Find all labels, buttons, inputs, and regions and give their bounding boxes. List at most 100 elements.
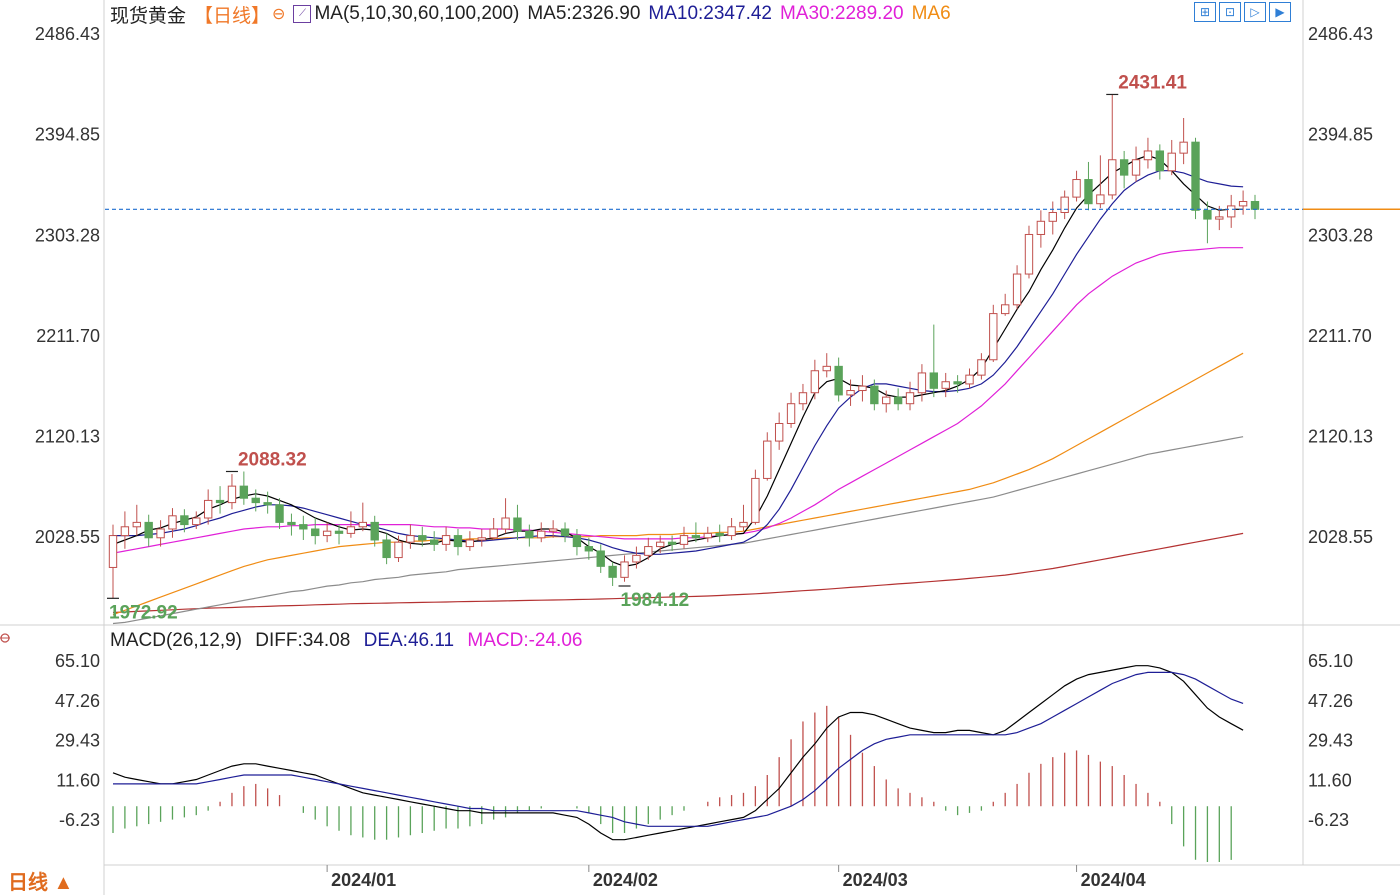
chart-type-icon[interactable]: ⟋ — [293, 5, 312, 23]
price-tick-right: 2394.85 — [1308, 125, 1373, 145]
macd-tick-right: 11.60 — [1308, 770, 1352, 790]
price-annotations: 2431.41 2088.32 1972.92 1984.12 — [107, 72, 1187, 623]
macd-tick-right: 65.10 — [1308, 651, 1353, 671]
candle-body — [1155, 150, 1165, 172]
candle-body — [1000, 304, 1010, 315]
period-selector-button[interactable]: 日线 ▲ — [8, 872, 74, 894]
candle-body — [656, 541, 665, 548]
price-tick-right: 2120.13 — [1308, 427, 1373, 447]
candle-body — [203, 499, 213, 519]
candle-body — [798, 392, 808, 405]
chart-toolbar: ⊞ ⊡ ▷ ▶ — [1194, 2, 1294, 22]
candle-body — [441, 535, 451, 545]
candle-body — [965, 374, 974, 385]
candle-body — [905, 392, 915, 405]
time-tick-label: 2024/04 — [1081, 870, 1146, 890]
candle-body — [739, 521, 748, 528]
candle-body — [632, 554, 641, 563]
candle-body — [418, 535, 427, 541]
candle-body — [822, 365, 831, 372]
candle-body — [715, 532, 724, 537]
price-tick-right: 2486.43 — [1308, 24, 1373, 44]
grid-icon[interactable]: ⊞ — [1194, 2, 1216, 22]
zoom-icon[interactable]: ⊡ — [1219, 2, 1241, 22]
crosshair-icon[interactable] — [0, 633, 10, 643]
price-tick-right: 2028.55 — [1308, 527, 1373, 547]
macd-params: MACD(26,12,9) — [110, 630, 242, 651]
candle-body — [1024, 233, 1034, 275]
candle-body — [346, 526, 356, 534]
candle-body — [394, 541, 403, 559]
price-tick-right: 2303.28 — [1308, 225, 1373, 245]
forward-icon[interactable]: ▶ — [1269, 2, 1291, 22]
candle-body — [691, 535, 701, 539]
macd-tick-left: 29.43 — [55, 731, 100, 751]
candle-body — [608, 565, 617, 578]
candle-body — [180, 515, 189, 526]
ma-params: MA(5,10,30,60,100,200) — [314, 3, 520, 24]
candle-body — [311, 528, 320, 537]
candle-body — [1250, 201, 1260, 210]
candle-body — [1012, 273, 1022, 306]
candle-body — [382, 539, 391, 559]
candle-body — [644, 546, 653, 556]
candle-body — [287, 521, 296, 526]
candle-body — [953, 381, 962, 385]
candle-body — [584, 546, 594, 552]
candle-body — [1131, 159, 1141, 176]
candle-body — [929, 372, 939, 389]
macd-panel-header: MACD(26,12,9) DIFF:34.08 DEA:46.11 MACD:… — [110, 630, 590, 652]
candle-body — [406, 535, 415, 543]
macd-axis-ticks: 65.10 65.10 47.26 47.26 29.43 29.43 11.60 11.60… — [55, 651, 1353, 830]
candle-body — [322, 530, 332, 537]
macd-value: MACD:-24.06 — [467, 630, 583, 651]
candle-body — [1227, 205, 1236, 218]
candle-body — [489, 528, 498, 539]
candle-body — [370, 521, 379, 541]
candle-body — [727, 526, 736, 537]
candle-body — [513, 517, 522, 532]
candle-body — [1167, 152, 1176, 172]
candle-body — [239, 485, 249, 499]
ma60-line — [112, 352, 1244, 616]
diff-line — [112, 665, 1244, 841]
macd-tick-right: 29.43 — [1308, 731, 1353, 751]
ma200-line — [112, 532, 1244, 614]
ma10-value: MA10:2347.42 — [648, 3, 772, 24]
period-label[interactable]: 【日线】 — [194, 5, 271, 27]
time-axis: 2024/01 2024/02 2024/03 2024/04 — [326, 865, 1146, 890]
candle-body — [477, 537, 486, 541]
candle-body — [774, 422, 784, 442]
candle-body — [667, 541, 677, 545]
ma5-value: MA5:2326.90 — [527, 3, 641, 24]
low-label: 1984.12 — [621, 590, 690, 611]
candle-body — [465, 539, 475, 548]
ma-lines — [112, 154, 1244, 625]
candle-body — [429, 539, 439, 545]
candle-body — [537, 530, 546, 539]
candle-body — [596, 550, 605, 567]
macd-tick-left: 11.60 — [56, 770, 100, 790]
candle-body — [1060, 196, 1069, 213]
candle-body — [120, 526, 130, 537]
candle-body — [751, 477, 760, 523]
ma100-line — [112, 436, 1244, 625]
time-tick-label: 2024/01 — [331, 870, 396, 890]
price-tick-left: 2120.13 — [35, 427, 100, 447]
candle-body — [1119, 159, 1129, 176]
macd-tick-right: 47.26 — [1308, 691, 1353, 711]
candle-body — [882, 396, 891, 405]
candle-body — [1096, 194, 1105, 205]
candle-body — [810, 370, 820, 394]
candle-body — [917, 372, 927, 394]
candle-body — [156, 528, 165, 539]
candle-body — [358, 521, 368, 528]
candle-body — [1036, 220, 1046, 235]
zoom-out-icon[interactable]: ⊖ — [272, 6, 286, 23]
candle-body — [1238, 201, 1248, 207]
macd-panel — [112, 665, 1244, 862]
symbol-name: 现货黄金 — [110, 5, 187, 27]
candle-body — [941, 381, 950, 389]
candle-body — [560, 528, 570, 537]
play-icon[interactable]: ▷ — [1244, 2, 1266, 22]
